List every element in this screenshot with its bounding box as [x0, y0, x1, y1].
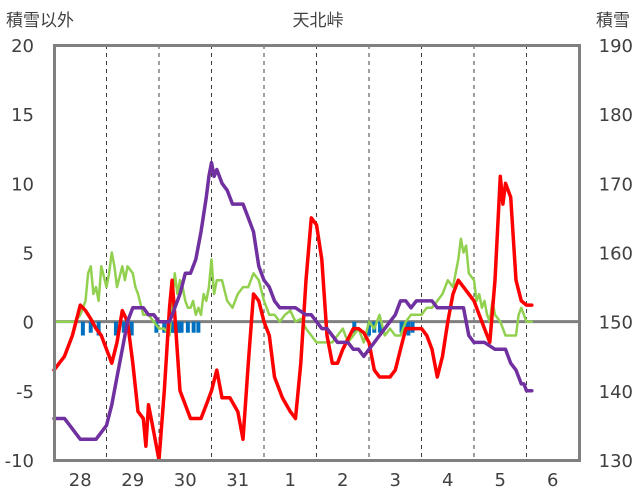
x-tick-label: 1 — [285, 470, 296, 491]
precipitation-bar — [154, 321, 159, 333]
right-tick-label: 150 — [599, 313, 633, 334]
left-tick-label: 15 — [11, 105, 34, 126]
precipitation-bar — [80, 321, 85, 336]
x-tick-label: 29 — [121, 470, 144, 491]
precipitation-bar — [196, 321, 201, 333]
precipitation-bar — [185, 321, 190, 333]
left-tick-label: 10 — [11, 174, 34, 195]
left-tick-label: 0 — [23, 313, 34, 334]
precipitation-bar — [367, 321, 371, 336]
precipitation-bar — [113, 321, 118, 336]
right-tick-label: 190 — [599, 36, 633, 57]
x-tick-label: 6 — [547, 470, 558, 491]
precipitation-bar — [399, 321, 404, 333]
right-tick-label: 130 — [599, 451, 633, 472]
left-tick-label: -10 — [5, 451, 34, 472]
left-tick-label: -5 — [16, 382, 34, 403]
precipitation-bar — [162, 321, 167, 333]
x-tick-label: 2 — [337, 470, 348, 491]
precipitation-bar — [179, 321, 184, 333]
precipitation-bar — [176, 321, 181, 333]
x-tick-label: 4 — [442, 470, 453, 491]
right-axis-label: 積雪 — [596, 11, 630, 31]
precipitation-bar — [88, 321, 93, 333]
right-tick-label: 180 — [599, 105, 633, 126]
series-lines — [52, 160, 534, 462]
right-tick-label: 140 — [599, 382, 633, 403]
plot-frame — [53, 44, 581, 462]
x-tick-label: 28 — [69, 470, 92, 491]
x-tick-label: 31 — [226, 470, 249, 491]
x-tick-label: 30 — [174, 470, 197, 491]
precipitation-bar — [378, 321, 383, 333]
left-tick-label: 20 — [11, 36, 34, 57]
x-tick-label: 3 — [390, 470, 401, 491]
precipitation-bar — [121, 321, 126, 333]
right-tick-label: 160 — [599, 244, 633, 265]
wind-series-line — [52, 237, 534, 344]
temperature-series-line — [52, 174, 534, 462]
precipitation-bar — [191, 321, 196, 333]
right-tick-label: 170 — [599, 174, 633, 195]
chart-title: 天北峠 — [293, 11, 344, 31]
x-tick-label: 5 — [495, 470, 506, 491]
precipitation-bar — [96, 321, 101, 336]
left-tick-label: 5 — [23, 244, 34, 265]
snow_depth-series-line — [52, 160, 534, 442]
precipitation-bar — [129, 321, 134, 336]
left-axis-label: 積雪以外 — [6, 11, 74, 31]
